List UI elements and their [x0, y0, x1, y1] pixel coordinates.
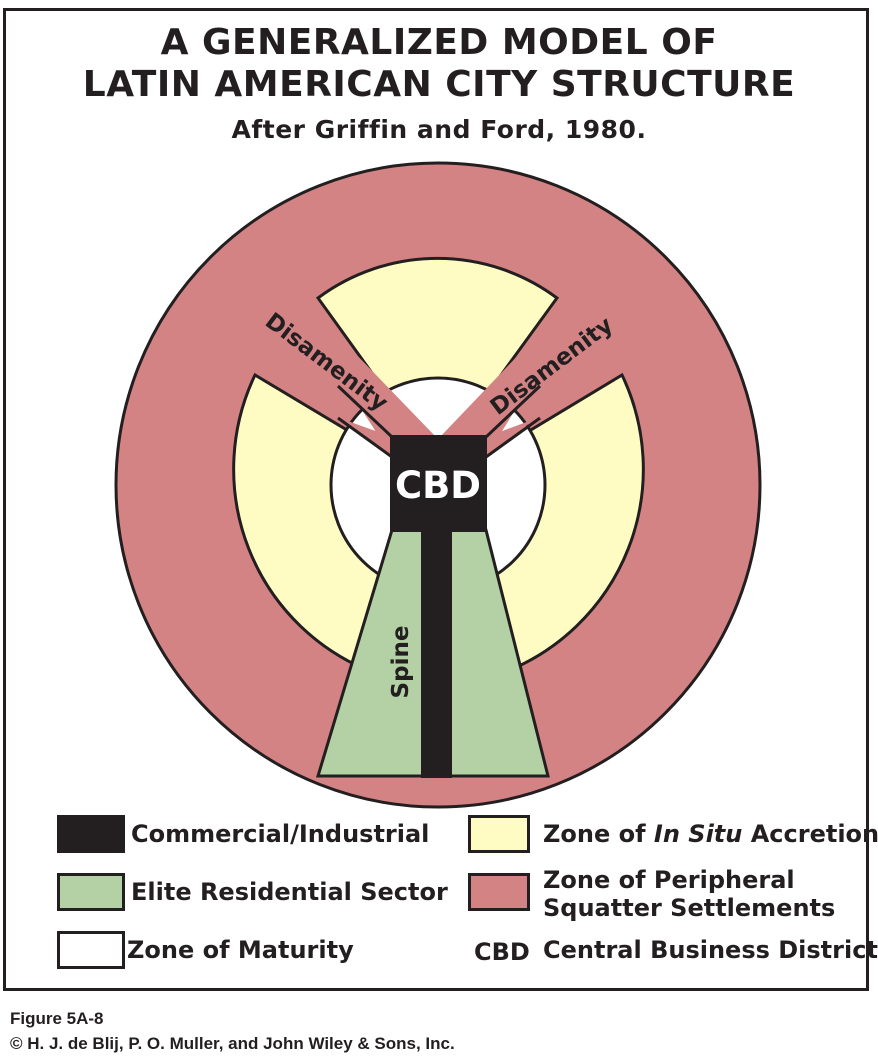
legend-swatch-accretion — [468, 815, 530, 853]
legend-swatch-squatter — [468, 873, 530, 911]
legend-label-commercial: Commercial/Industrial — [131, 820, 430, 848]
subtitle: After Griffin and Ford, 1980. — [231, 115, 647, 144]
disamenity-wedge-left — [330, 348, 436, 457]
spine — [421, 528, 452, 778]
disamenity-wedge-right — [440, 348, 546, 457]
legend-swatch-elite — [57, 873, 125, 911]
title-line-2: LATIN AMERICAN CITY STRUCTURE — [82, 64, 796, 105]
legend-swatch-commercial — [57, 815, 125, 853]
legend-cbd-abbr: CBD — [474, 938, 530, 966]
legend-swatch-maturity — [57, 931, 125, 969]
figure-label: Figure 5A-8 — [10, 1009, 104, 1028]
legend-label-squatter-line1: Zone of Peripheral — [543, 866, 795, 894]
cbd-label: CBD — [395, 464, 481, 507]
legend-label-elite: Elite Residential Sector — [131, 878, 448, 906]
legend-label-squatter-line2: Squatter Settlements — [543, 894, 836, 922]
cbd-block — [390, 435, 487, 532]
title-line-1: A GENERALIZED MODEL OF — [160, 22, 718, 63]
copyright: © H. J. de Blij, P. O. Muller, and John … — [10, 1034, 455, 1053]
accretion-zone-top — [315, 256, 560, 439]
legend-label-maturity: Zone of Maturity — [127, 936, 354, 964]
spine-label: Spine — [388, 626, 414, 699]
legend-cbd-full: Central Business District — [543, 936, 878, 964]
legend-label-accretion: Zone of In Situ Accretion — [543, 820, 878, 848]
